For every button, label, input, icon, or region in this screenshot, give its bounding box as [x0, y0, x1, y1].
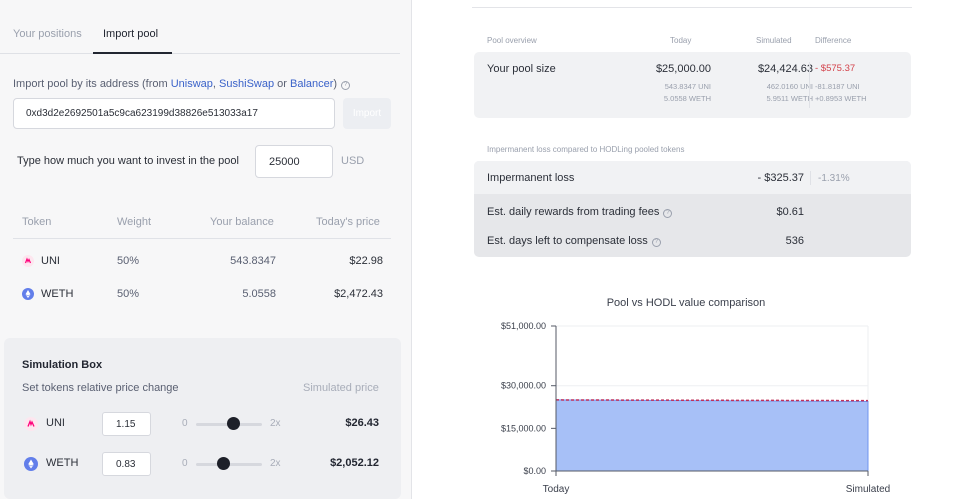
impermanent-loss-value: - $325.37 — [757, 172, 804, 184]
sim-token-name: WETH — [46, 457, 79, 469]
days-left-text: Est. days left to compensate loss — [487, 235, 648, 247]
daily-rewards-value: $0.61 — [776, 206, 804, 218]
daily-rewards-label: Est. daily rewards from trading fees? — [487, 206, 673, 218]
y-tick-label: $0.00 — [523, 466, 546, 476]
pool-vs-hodl-chart: $0.00 $15,000.00 $30,000.00 $51,000.00 Today… — [501, 321, 890, 495]
simulated-price-header: Simulated price — [303, 382, 379, 394]
impermanent-loss-percent: -1.31% — [818, 173, 850, 184]
col-header-token: Token — [22, 216, 52, 228]
overview-col-today: Today — [670, 36, 692, 45]
today-uni-amount: 543.8347 UNI — [664, 82, 711, 91]
right-panel: Pool overview Today Simulated Difference… — [412, 0, 960, 499]
info-icon[interactable]: ? — [341, 81, 351, 90]
token-balance: 543.8347 — [230, 255, 276, 267]
uni-token-icon — [22, 254, 34, 267]
left-panel: Your positions Import pool Import pool b… — [0, 0, 412, 499]
col-header-price: Today's price — [316, 216, 380, 228]
simulation-row-uni: UNI 0 2x $26.43 — [4, 412, 401, 436]
column-divider — [809, 62, 810, 108]
token-weight: 50% — [117, 288, 140, 300]
info-icon[interactable]: ? — [651, 238, 661, 247]
tab-import-pool[interactable]: Import pool — [103, 28, 159, 40]
slider-min-label: 0 — [182, 418, 188, 429]
pool-size-simulated: $24,424.63 — [757, 63, 813, 75]
uni-simulated-price: $26.43 — [345, 417, 379, 429]
impermanent-loss-caption: Impermanent loss compared to HODLing poo… — [487, 145, 685, 154]
import-label-comma: , — [212, 78, 220, 90]
token-price: $22.98 — [349, 255, 383, 267]
table-row: WETH 50% 5.0558 $2,472.43 — [0, 288, 400, 308]
y-tick-label: $51,000.00 — [501, 321, 546, 331]
uni-slider-thumb[interactable] — [227, 417, 241, 430]
pool-value-area — [555, 399, 869, 472]
uni-token-icon — [24, 417, 38, 431]
difference-weth-amount: +0.8953 WETH — [815, 94, 867, 103]
sim-token-name: UNI — [46, 417, 65, 429]
pool-size-label: Your pool size — [487, 63, 556, 75]
overview-header: Pool overview — [487, 36, 537, 45]
pool-size-difference: - $575.37 — [815, 63, 856, 74]
difference-uni-amount: -81.8187 UNI — [815, 82, 860, 91]
slider-max-label: 2x — [270, 418, 281, 429]
balancer-link[interactable]: Balancer — [290, 78, 334, 90]
import-label-prefix: Import pool by its address (from — [13, 78, 171, 90]
impermanent-loss-label: Impermanent loss — [487, 172, 575, 184]
simulation-box: Simulation Box Set tokens relative price… — [4, 338, 401, 499]
days-left-label: Est. days left to compensate loss? — [487, 235, 661, 247]
simulation-row-weth: WETH 0 2x $2,052.12 — [4, 452, 401, 476]
chart-title: Pool vs HODL value comparison — [606, 297, 766, 309]
overview-col-difference: Difference — [815, 36, 852, 45]
weth-token-icon — [22, 287, 34, 300]
weth-token-icon — [24, 457, 38, 471]
weth-slider-thumb[interactable] — [216, 457, 230, 470]
column-divider — [810, 171, 811, 185]
active-tab-indicator — [93, 52, 172, 54]
simulated-uni-amount: 462.0160 UNI — [766, 82, 813, 91]
today-weth-amount: 5.0558 WETH — [663, 94, 711, 103]
simulation-title: Simulation Box — [22, 359, 103, 371]
uni-price-change-input[interactable] — [102, 412, 151, 436]
hodl-value-line — [555, 399, 869, 402]
table-row: UNI 50% 543.8347 $22.98 — [0, 255, 400, 275]
pool-size-today: $25,000.00 — [655, 63, 711, 75]
table-divider — [13, 238, 391, 239]
import-label-or: or — [274, 78, 290, 90]
token-price: $2,472.43 — [334, 288, 383, 300]
invest-amount-label: Type how much you want to invest in the … — [17, 155, 239, 167]
token-balance: 5.0558 — [242, 288, 276, 300]
import-button[interactable]: Import — [343, 98, 391, 129]
col-header-weight: Weight — [117, 216, 152, 228]
impermanent-loss-row: Impermanent loss - $325.37 -1.31% — [474, 161, 911, 194]
pool-address-input[interactable] — [13, 98, 335, 129]
tab-bar: Your positions Import pool — [0, 18, 400, 54]
pool-overview-card: Your pool size $25,000.00 543.8347 UNI 5… — [474, 52, 911, 118]
y-tick-label: $15,000.00 — [501, 423, 546, 433]
weth-price-change-input[interactable] — [102, 452, 151, 476]
slider-min-label: 0 — [182, 458, 188, 469]
x-tick-label: Today — [543, 484, 570, 495]
simulated-weth-amount: 5.9511 WETH — [766, 94, 813, 103]
weth-simulated-price: $2,052.12 — [330, 457, 379, 469]
slider-max-label: 2x — [270, 458, 281, 469]
token-weight: 50% — [117, 255, 140, 267]
y-tick-label: $30,000.00 — [501, 381, 546, 391]
days-left-value: 536 — [785, 235, 804, 247]
overview-col-simulated: Simulated — [756, 36, 792, 45]
info-icon[interactable]: ? — [663, 209, 673, 218]
tab-your-positions[interactable]: Your positions — [13, 28, 82, 40]
top-divider — [472, 7, 912, 8]
simulation-subtitle: Set tokens relative price change — [22, 382, 179, 394]
import-pool-label: Import pool by its address (from Uniswap… — [13, 78, 351, 90]
sushiswap-link[interactable]: SushiSwap — [219, 78, 275, 90]
col-header-balance: Your balance — [210, 216, 274, 228]
import-label-suffix: ) — [333, 78, 338, 90]
x-tick-label: Simulated — [846, 484, 890, 495]
invest-amount-input[interactable] — [255, 145, 333, 178]
currency-label: USD — [341, 155, 365, 167]
daily-rewards-text: Est. daily rewards from trading fees — [487, 206, 660, 218]
token-name: UNI — [41, 255, 60, 267]
token-name: WETH — [41, 288, 74, 300]
impermanent-loss-card: Impermanent loss - $325.37 -1.31% Est. d… — [474, 161, 911, 257]
uniswap-link[interactable]: Uniswap — [170, 78, 213, 90]
